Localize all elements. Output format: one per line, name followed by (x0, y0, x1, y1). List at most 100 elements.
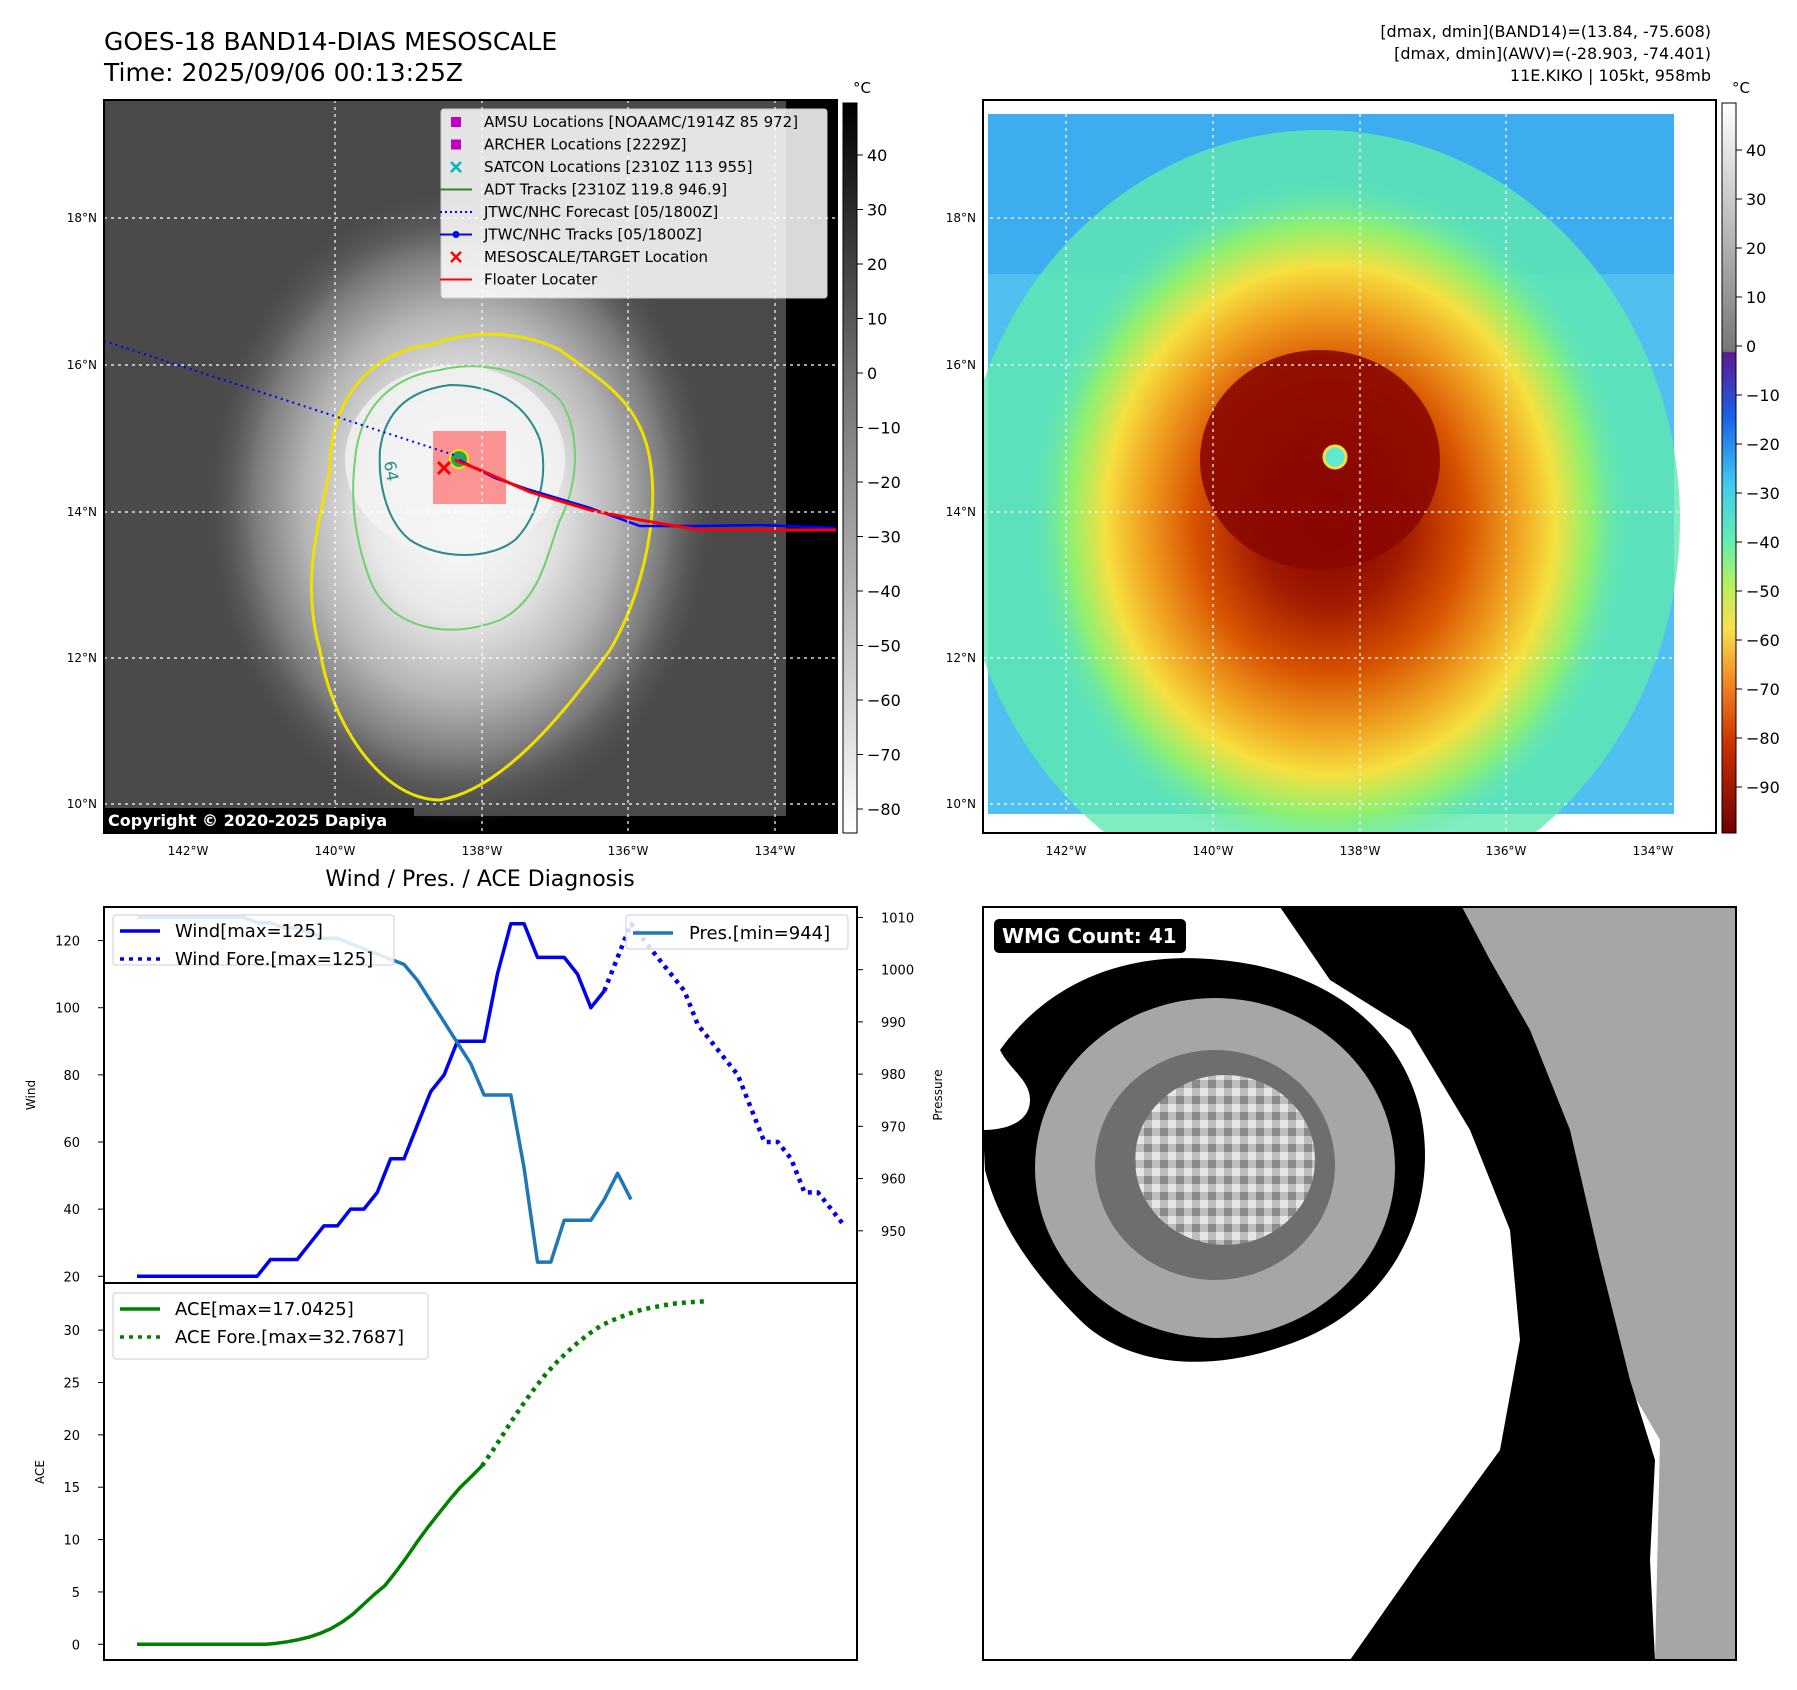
wmg-badge (994, 919, 1186, 953)
lat-label: 12°N (67, 651, 97, 665)
wind-tick-label: 100 (55, 1002, 80, 1017)
legend-marker-x (450, 251, 462, 263)
diagnosis-title: Wind / Pres. / ACE Diagnosis (325, 867, 634, 892)
colorbar-tick-label: 40 (867, 146, 887, 165)
colorbar-tick-label: 0 (1746, 337, 1756, 356)
info-storm: 11E.KIKO | 105kt, 958mb (1510, 66, 1711, 85)
wind-tick-label: 120 (55, 935, 80, 950)
colorbar-tick-label: −30 (867, 528, 901, 547)
wmg-count: WMG Count: 41 (1002, 924, 1177, 948)
colorbar-tick-label: −10 (1746, 386, 1780, 405)
lon-label: 134°W (1633, 844, 1674, 858)
ir-legend: AMSU Locations [NOAAMC/1914Z 85 972] ARCH… (440, 108, 828, 299)
legend-marker-dot (452, 231, 460, 238)
figure-time: Time: 2025/09/06 00:13:25Z (103, 58, 463, 87)
lon-label: 138°W (1340, 844, 1381, 858)
ace-tick-label: 10 (63, 1534, 80, 1549)
lon-label: 136°W (608, 844, 649, 858)
colorbar-tick-label: −80 (1746, 729, 1780, 748)
colorbar-tick-label: −40 (1746, 533, 1780, 552)
pressure-tick-label: 980 (881, 1068, 906, 1083)
legend-label: SATCON Locations [2310Z 113 955] (484, 158, 752, 176)
figure-title: GOES-18 BAND14-DIAS MESOSCALE (104, 27, 557, 56)
awv-colorbar-unit: °C (1732, 79, 1750, 97)
series-line-0 (137, 922, 606, 1279)
legend-label: MESOSCALE/TARGET Location (484, 248, 708, 266)
colorbar-tick-label: −60 (867, 691, 901, 710)
colorbar-tick-label: −60 (1746, 631, 1780, 650)
lon-label: 142°W (168, 844, 209, 858)
ace-axis-label: ACE (33, 1460, 47, 1484)
ace-tick-label: 30 (63, 1324, 80, 1339)
legend-label: Floater Locater (484, 271, 598, 289)
colorbar-tick-label: 40 (1746, 141, 1766, 160)
wind-legend (112, 914, 395, 966)
colorbar-tick-label: −10 (867, 419, 901, 438)
colorbar-tick-label: −50 (867, 637, 901, 656)
wmg-panel: WMG Count: 41 (982, 906, 1737, 1661)
colorbar-tick-label: −70 (867, 746, 901, 765)
ace-tick-label: 15 (63, 1481, 80, 1496)
colorbar-tick-label: −30 (1746, 484, 1780, 503)
colorbar-tick-label: 30 (1746, 190, 1766, 209)
ir-colorbar-unit: °C (853, 79, 871, 97)
legend-marker-x (450, 161, 462, 173)
colorbar-tick-label: 20 (867, 255, 887, 274)
teal-contour (378, 383, 545, 556)
legend-label: JTWC/NHC Forecast [05/1800Z] (483, 203, 718, 221)
wind-tick-label: 60 (63, 1136, 80, 1151)
colorbar-tick-label: 20 (1746, 239, 1766, 258)
colorbar-tick-label: −50 (1746, 582, 1780, 601)
lat-label: 18°N (946, 211, 976, 225)
awv-eye (1322, 444, 1348, 470)
lat-label: 14°N (946, 505, 976, 519)
colorbar-tick-label: −20 (1746, 435, 1780, 454)
pressure-legend-label: Pres.[min=944] (689, 923, 830, 944)
pressure-tick-label: 1000 (881, 964, 914, 979)
contour-label-64: 64 (380, 459, 402, 482)
ace-tick-label: 25 (63, 1376, 80, 1391)
wind-tick-label: 20 (63, 1270, 80, 1285)
lat-label: 16°N (67, 358, 97, 372)
yellow-contour (309, 332, 655, 802)
legend-label: ADT Tracks [2310Z 119.8 946.9] (484, 181, 727, 199)
awv-colorbar: °C 40 30 20 10 0 −10 −20 −30 −40 −50 −60 −70 −80 −90 (1721, 79, 1780, 834)
pressure-tick-label: 960 (881, 1173, 906, 1188)
ace-legend-label: ACE Fore.[max=32.7687] (175, 1327, 404, 1348)
pressure-tick-label: 950 (881, 1225, 906, 1240)
legend-label: JTWC/NHC Tracks [05/1800Z] (483, 226, 702, 244)
wind-pressure-chart: Wind Pressure 20 40 60 80 100 120 950 960 970 980… (24, 906, 945, 1285)
legend-label: AMSU Locations [NOAAMC/1914Z 85 972] (484, 113, 798, 131)
info-awv: [dmax, dmin](AWV)=(-28.903, -74.401) (1394, 44, 1711, 63)
map-axis-labels: 18°N 18°N 16°N 16°N 14°N 14°N 12°N 12°N 10°N 10°N… (67, 211, 1674, 858)
copyright: Copyright © 2020-2025 Dapiya (108, 811, 387, 830)
colorbar-tick-label: −70 (1746, 680, 1780, 699)
ir-panel: 64 AMSU Locations [NOAAMC/1914Z 85 972]A… (103, 99, 838, 834)
ace-chart: ACE 0 5 10 15 20 25 30 ACE[max=17.0425] ACE Fore… (33, 1282, 858, 1661)
ace-line-0 (137, 1464, 484, 1647)
forecast-track (104, 340, 455, 456)
lon-label: 142°W (1046, 844, 1087, 858)
awv-panel (982, 99, 1717, 834)
lat-label: 14°N (67, 505, 97, 519)
lon-label: 140°W (315, 844, 356, 858)
wmg-eye (1135, 1075, 1315, 1245)
floater-track (454, 458, 837, 532)
lon-label: 134°W (755, 844, 796, 858)
colorbar-tick-label: 0 (867, 364, 877, 383)
ace-tick-label: 5 (72, 1586, 80, 1601)
colorbar-tick-label: −40 (867, 582, 901, 601)
lon-label: 140°W (1193, 844, 1234, 858)
lat-label: 16°N (946, 358, 976, 372)
legend-marker-square (451, 117, 461, 127)
colorbar-tick-label: −80 (867, 800, 901, 819)
pressure-axis-label: Pressure (931, 1069, 945, 1120)
lat-label: 10°N (67, 797, 97, 811)
colorbar-tick-label: 30 (867, 201, 887, 220)
pressure-tick-label: 990 (881, 1016, 906, 1031)
lon-label: 138°W (462, 844, 503, 858)
info-band14: [dmax, dmin](BAND14)=(13.84, -75.608) (1380, 22, 1711, 41)
legend-marker-square (451, 139, 461, 150)
colorbar-tick-label: 10 (867, 310, 887, 329)
